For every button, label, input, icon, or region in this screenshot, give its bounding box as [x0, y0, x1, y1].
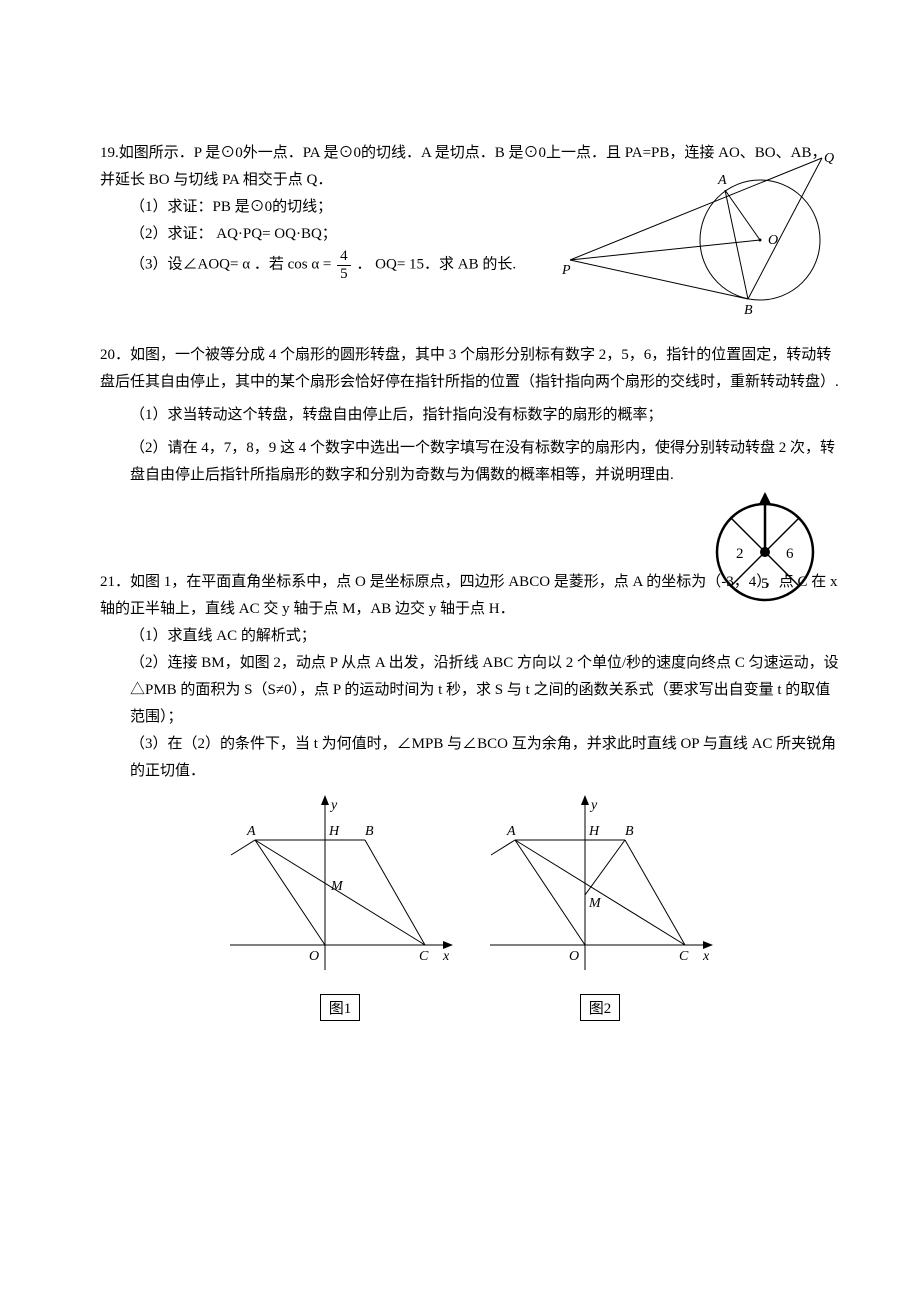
spinner-label-6: 6	[786, 546, 794, 562]
y-axis-arrow-1	[321, 795, 329, 805]
figure-19: P Q A B O	[560, 150, 840, 325]
label-y-2: y	[589, 798, 598, 813]
line-bc-1	[365, 840, 425, 945]
figure-19-svg: P Q A B O	[560, 150, 840, 320]
label-o: O	[768, 233, 778, 248]
line-bc-2	[625, 840, 685, 945]
figure-21-cap-1: 图1	[320, 994, 361, 1021]
line-ao-2	[515, 840, 585, 945]
line-ext-a-1	[231, 840, 255, 855]
spinner-arrow-head	[759, 492, 771, 504]
label-x-2: x	[702, 949, 710, 964]
line-pb	[570, 260, 748, 299]
line-pq	[570, 158, 822, 260]
problem-20-part-2-line1: （2）请在 4，7，8，9 这 4 个数字中选出一个数字填写在没有标数字的扇形内…	[100, 435, 840, 489]
label-b-2: B	[625, 824, 634, 839]
fraction-denominator: 5	[337, 266, 351, 283]
label-q: Q	[824, 151, 834, 166]
x-axis-arrow-2	[703, 941, 713, 949]
problem-20-intro: 20．如图，一个被等分成 4 个扇形的圆形转盘，其中 3 个扇形分别标有数字 2…	[100, 342, 840, 396]
label-a-1: A	[246, 824, 256, 839]
label-b: B	[744, 303, 753, 318]
figure-21-1-svg: y x A H B M O C	[225, 795, 455, 985]
label-o-2: O	[569, 949, 579, 964]
label-c-2: C	[679, 949, 689, 964]
label-y-1: y	[329, 798, 338, 813]
point-o	[759, 239, 762, 242]
line-bq	[748, 158, 822, 299]
figure-21-row: y x A H B M O C 图1	[100, 795, 840, 1021]
problem-20-part-2-text: （2）请在 4，7，8，9 这 4 个数字中选出一个数字填写在没有标数字的扇形内…	[130, 440, 835, 483]
problem-21-part-2: （2）连接 BM，如图 2，动点 P 从点 A 出发，沿折线 ABC 方向以 2…	[100, 650, 840, 731]
problem-21-number: 21．	[100, 574, 130, 590]
spinner-label-2: 2	[736, 546, 744, 562]
problem-21-intro-text: 如图 1，在平面直角坐标系中，点 O 是坐标原点，四边形 ABCO 是菱形，点 …	[100, 574, 838, 617]
problem-19-part-3b: ． OQ= 15．求 AB 的长.	[356, 256, 516, 272]
label-a: A	[717, 173, 727, 188]
label-p: P	[561, 263, 571, 278]
cos-label: cos α =	[288, 256, 332, 272]
figure-21-2: y x A H B M O C 图2	[485, 795, 715, 1021]
line-ac-2	[515, 840, 685, 945]
problem-21-intro: 21．如图 1，在平面直角坐标系中，点 O 是坐标原点，四边形 ABCO 是菱形…	[100, 569, 840, 623]
figure-21-cap-2: 图2	[580, 994, 621, 1021]
line-po	[570, 240, 760, 260]
problem-20-intro-text: 如图，一个被等分成 4 个扇形的圆形转盘，其中 3 个扇形分别标有数字 2，5，…	[100, 347, 839, 390]
label-m-1: M	[330, 879, 344, 894]
line-bm-2	[585, 840, 625, 895]
figure-21-2-svg: y x A H B M O C	[485, 795, 715, 985]
label-m-2: M	[588, 896, 602, 911]
problem-19: 19.如图所示．P 是⊙0外一点．PA 是⊙0的切线．A 是切点．B 是⊙0上一…	[100, 140, 840, 282]
label-a-2: A	[506, 824, 516, 839]
line-ao-1	[255, 840, 325, 945]
label-x-1: x	[442, 949, 450, 964]
problem-21-part-3: （3）在（2）的条件下，当 t 为何值时，∠MPB 与∠BCO 互为余角，并求此…	[100, 731, 840, 785]
x-axis-arrow-1	[443, 941, 453, 949]
problem-20-part-1: （1）求当转动这个转盘，转盘自由停止后，指针指向没有标数字的扇形的概率；	[100, 402, 840, 429]
fraction-numerator: 4	[337, 248, 351, 266]
problem-20-number: 20．	[100, 347, 130, 363]
problem-20: 20．如图，一个被等分成 4 个扇形的圆形转盘，其中 3 个扇形分别标有数字 2…	[100, 342, 840, 489]
label-b-1: B	[365, 824, 374, 839]
y-axis-arrow-2	[581, 795, 589, 805]
problem-21-part-1: （1）求直线 AC 的解析式；	[100, 623, 840, 650]
problem-19-part-3a: （3）设∠AOQ= α ．若	[130, 256, 284, 272]
label-c-1: C	[419, 949, 429, 964]
problem-21: 21．如图 1，在平面直角坐标系中，点 O 是坐标原点，四边形 ABCO 是菱形…	[100, 569, 840, 1021]
fraction-4-5: 4 5	[337, 248, 351, 282]
label-o-1: O	[309, 949, 319, 964]
problem-19-number: 19.	[100, 145, 119, 161]
label-h-2: H	[588, 824, 600, 839]
line-ext-a-2	[491, 840, 515, 855]
label-h-1: H	[328, 824, 340, 839]
figure-21-1: y x A H B M O C 图1	[225, 795, 455, 1021]
